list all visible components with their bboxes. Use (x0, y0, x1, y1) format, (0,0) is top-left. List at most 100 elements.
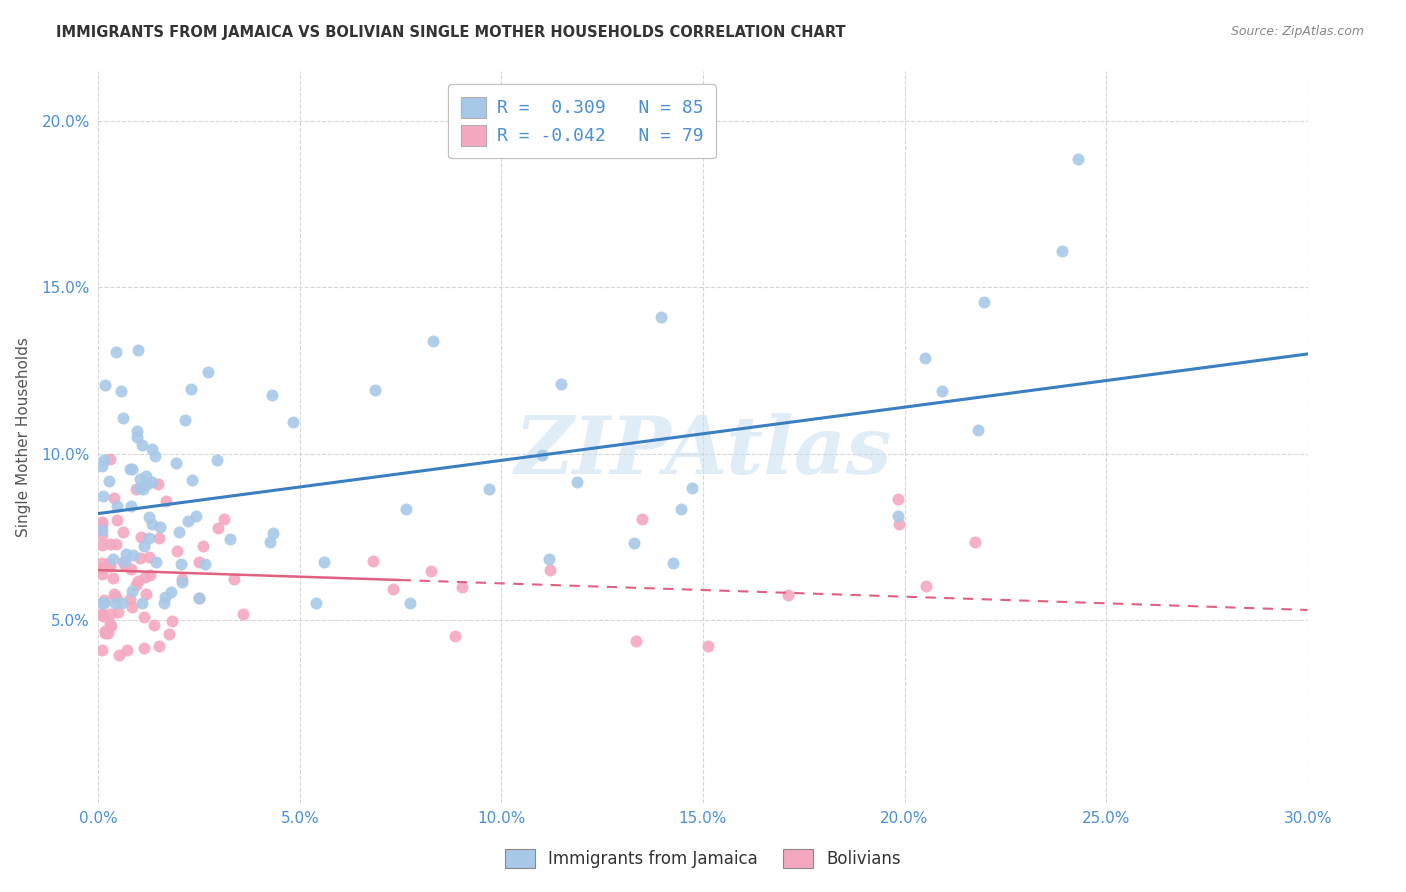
Point (197, 365, 219, 379)
Point (131, 596, 153, 610)
Point (129, 472, 152, 486)
Point (98, 559, 121, 574)
Point (114, 558, 136, 572)
Point (91, 608, 114, 623)
Point (134, 539, 156, 553)
Point (889, 517, 911, 532)
Point (115, 643, 138, 657)
Point (166, 544, 188, 558)
Point (142, 618, 165, 632)
Point (143, 449, 166, 463)
Point (395, 502, 418, 516)
Point (967, 423, 990, 437)
Point (531, 448, 554, 462)
Point (105, 590, 128, 604)
Point (125, 482, 148, 496)
Point (134, 468, 156, 483)
Point (419, 564, 441, 578)
Point (91, 523, 114, 537)
Point (141, 517, 163, 532)
Point (170, 575, 193, 590)
Point (127, 425, 149, 439)
Point (131, 531, 153, 545)
Point (120, 561, 142, 575)
Point (91, 607, 114, 622)
Point (194, 558, 217, 572)
Point (134, 570, 156, 584)
Point (104, 596, 127, 610)
Point (131, 438, 153, 452)
Point (160, 585, 183, 599)
Point (565, 475, 588, 489)
Point (121, 462, 143, 476)
Point (94, 378, 117, 392)
Point (122, 548, 145, 562)
Point (93, 489, 115, 503)
Point (107, 499, 129, 513)
Point (444, 629, 467, 643)
Point (135, 587, 157, 601)
Point (125, 578, 148, 592)
Point (91, 515, 114, 529)
Point (91, 607, 114, 621)
Point (136, 477, 159, 491)
Text: IMMIGRANTS FROM JAMAICA VS BOLIVIAN SINGLE MOTHER HOUSEHOLDS CORRELATION CHART: IMMIGRANTS FROM JAMAICA VS BOLIVIAN SING… (56, 25, 846, 40)
Point (141, 442, 163, 456)
Point (314, 555, 336, 569)
Point (149, 520, 172, 534)
Point (165, 456, 187, 470)
Point (128, 550, 150, 565)
Point (91, 528, 114, 542)
Point (98, 617, 121, 632)
Point (361, 554, 384, 568)
Point (259, 534, 281, 549)
Point (776, 588, 799, 602)
Point (153, 590, 176, 604)
Point (160, 614, 183, 628)
Point (1067, 152, 1090, 166)
Point (146, 476, 169, 491)
Point (93, 593, 115, 607)
Point (121, 499, 143, 513)
Point (107, 605, 129, 619)
Point (98, 558, 121, 573)
Point (103, 587, 125, 601)
Point (167, 524, 190, 539)
Point (963, 534, 986, 549)
Point (170, 557, 193, 571)
Point (134, 609, 156, 624)
Point (232, 607, 254, 622)
Text: ZIPAtlas: ZIPAtlas (515, 413, 891, 491)
Point (112, 555, 135, 569)
Point (93, 626, 115, 640)
Point (91, 567, 114, 582)
Point (98, 607, 121, 621)
Point (91, 643, 114, 657)
Point (127, 574, 149, 588)
Point (177, 514, 200, 528)
Point (91, 458, 114, 473)
Point (93, 596, 115, 610)
Point (1050, 244, 1073, 258)
Point (91, 556, 114, 570)
Point (669, 502, 692, 516)
Point (173, 412, 195, 426)
Point (91, 518, 114, 533)
Point (931, 384, 953, 398)
Point (193, 539, 215, 553)
Point (138, 549, 160, 564)
Point (152, 596, 174, 610)
Point (305, 596, 328, 610)
Point (139, 567, 162, 582)
Point (681, 481, 703, 495)
Y-axis label: Single Mother Households: Single Mother Households (15, 337, 31, 537)
Point (188, 591, 211, 606)
Text: Source: ZipAtlas.com: Source: ZipAtlas.com (1230, 25, 1364, 38)
Point (886, 491, 908, 506)
Point (104, 345, 127, 359)
Point (145, 555, 167, 569)
Point (127, 343, 149, 357)
Point (97, 474, 120, 488)
Point (180, 382, 202, 396)
Point (180, 473, 202, 487)
